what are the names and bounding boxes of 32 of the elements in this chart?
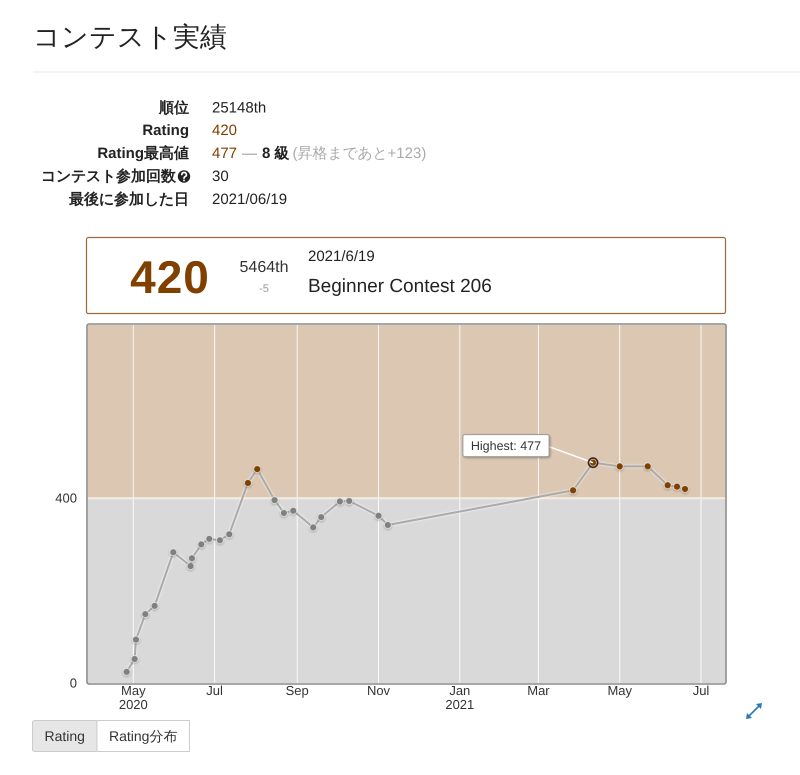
- text: 8 級: [262, 145, 291, 162]
- text: 2021/6/19: [308, 248, 375, 265]
- text: 30: [212, 168, 229, 185]
- text: Rating: [44, 728, 85, 744]
- text: Beginner Contest 206: [308, 276, 492, 297]
- text: 477: [212, 145, 238, 162]
- text: 420: [212, 122, 238, 139]
- x-tick: Nov: [366, 683, 390, 698]
- x-tick: Sep: [286, 683, 309, 698]
- x-tick: May 2020: [118, 683, 148, 712]
- y-tick: 400: [55, 490, 77, 506]
- x-tick: May: [607, 683, 632, 698]
- x-tick: Mar: [527, 683, 550, 698]
- text: 25148th: [212, 100, 266, 116]
- x-tick: Jul: [206, 683, 223, 698]
- y-tick: 0: [70, 676, 77, 690]
- text: コンテスト参加回数: [41, 168, 177, 185]
- x-tick: Jul: [692, 683, 710, 698]
- text: Rating: [142, 122, 189, 139]
- text: 420: [130, 251, 210, 303]
- annotation: Highest: 477: [470, 439, 542, 454]
- text: Rating最高値: [97, 144, 189, 162]
- text: —: [242, 145, 258, 162]
- text: (昇格まであと+123): [292, 145, 426, 162]
- text: Rating分布: [108, 728, 178, 744]
- text: 5464th: [240, 259, 288, 276]
- chart-title: コンテスト実績: [33, 22, 227, 52]
- x-tick: Jan 2021: [445, 683, 474, 712]
- text: 順位: [158, 100, 189, 116]
- text: 最後に参加した日: [68, 191, 189, 208]
- text: -5: [259, 283, 269, 295]
- text: 2021/06/19: [212, 191, 288, 208]
